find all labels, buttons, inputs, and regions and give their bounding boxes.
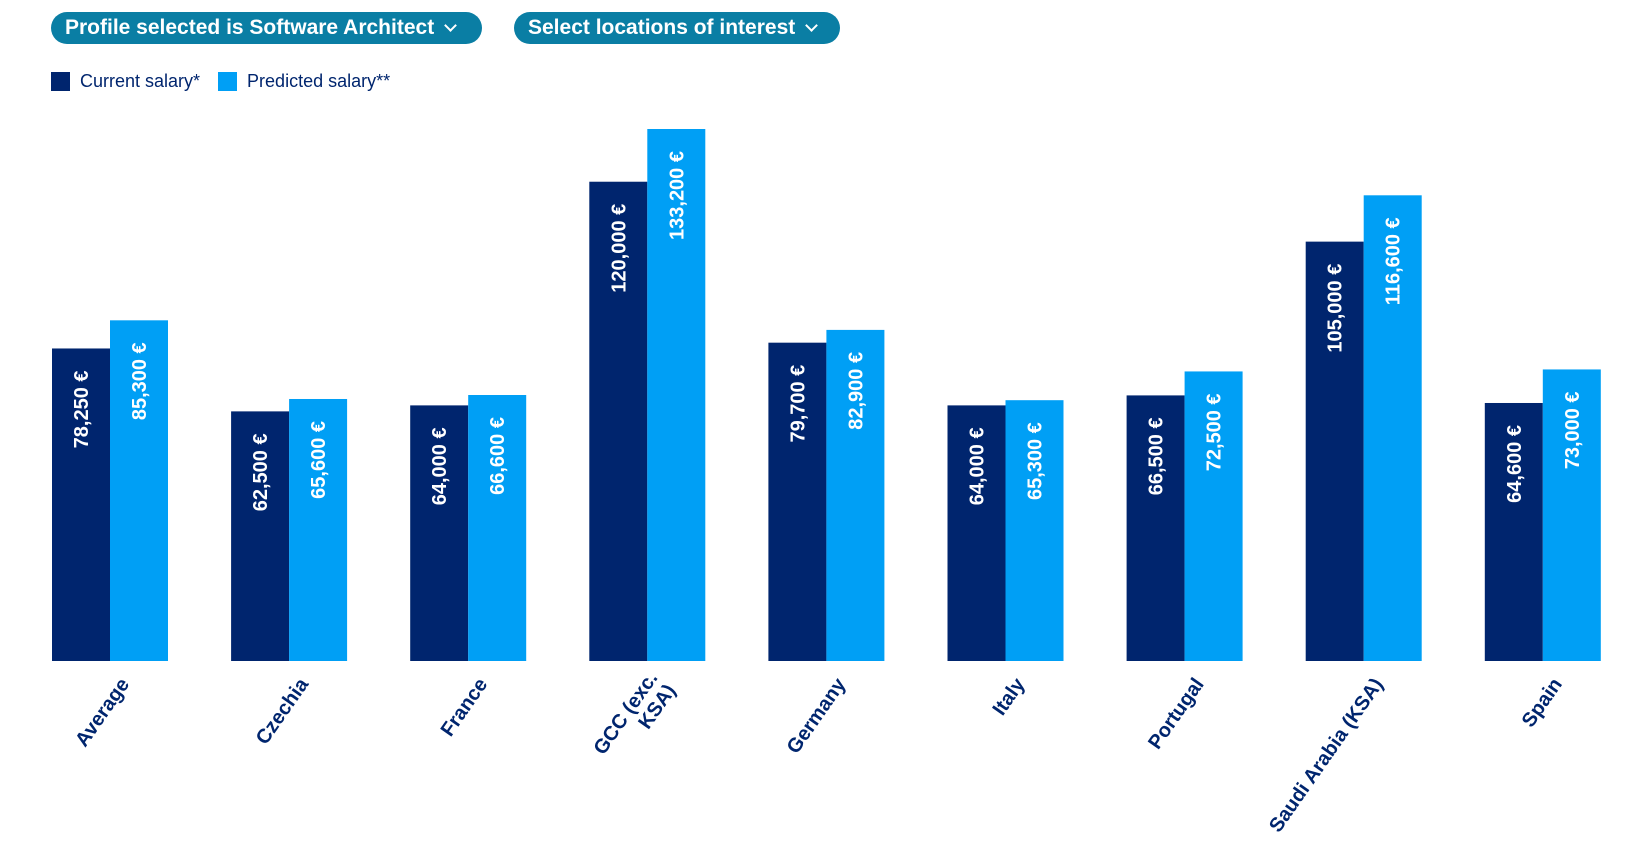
bar-group: 64,000 € 65,300 € — [947, 400, 1064, 661]
locations-filter-button[interactable]: Select locations of interest — [514, 12, 840, 44]
category-label: GCC (exc.KSA) — [590, 668, 681, 772]
bar-value-label: 65,600 € — [308, 421, 330, 499]
bar-predicted-salary[interactable] — [1184, 371, 1243, 661]
bar-predicted-salary[interactable] — [647, 129, 706, 661]
legend-swatch-current — [51, 72, 70, 91]
bar-group: 79,700 € 82,900 € — [768, 329, 885, 661]
bar-value-label: 120,000 € — [608, 204, 630, 293]
bar-group: 64,600 € 73,000 € — [1484, 369, 1601, 661]
bar-predicted-salary[interactable] — [289, 398, 348, 661]
category-label: Average — [71, 674, 134, 751]
bar-current-salary[interactable] — [1126, 395, 1185, 661]
profile-filter-label: Profile selected is Software Architect — [65, 16, 435, 39]
category-label: Spain — [1518, 674, 1567, 731]
legend-item-current: Current salary* — [51, 71, 200, 92]
bar-predicted-salary[interactable] — [468, 395, 527, 661]
bar-current-salary[interactable] — [231, 411, 290, 661]
bar-group: 120,000 € 133,200 € — [589, 129, 706, 662]
bar-value-label: 72,500 € — [1204, 393, 1226, 471]
bar-group: 64,000 € 66,600 € — [410, 395, 527, 661]
locations-filter-label: Select locations of interest — [528, 16, 796, 39]
bar-value-label: 73,000 € — [1562, 391, 1584, 469]
category-label: Italy — [989, 674, 1030, 720]
category-label: Saudi Arabia (KSA) — [1265, 674, 1388, 836]
bar-predicted-salary[interactable] — [110, 320, 168, 661]
category-label: Portugal — [1144, 674, 1209, 753]
bar-predicted-salary[interactable] — [826, 329, 885, 661]
bar-current-salary[interactable] — [589, 181, 648, 662]
bar-predicted-salary[interactable] — [1005, 400, 1064, 661]
legend-label-current: Current salary* — [80, 71, 201, 91]
bar-group: 62,500 € 65,600 € — [231, 398, 348, 661]
category-label: Germany — [783, 674, 851, 758]
bar-value-label: 105,000 € — [1325, 264, 1347, 353]
bar-value-label: 65,300 € — [1025, 422, 1047, 500]
bar-current-salary[interactable] — [410, 405, 469, 661]
legend-item-predicted: Predicted salary** — [218, 71, 390, 92]
bar-group: 66,500 € 72,500 € — [1126, 371, 1243, 661]
bar-value-label: 66,600 € — [487, 417, 509, 495]
bar-value-label: 62,500 € — [250, 433, 272, 511]
bar-current-salary[interactable] — [1484, 402, 1543, 661]
bar-value-label: 66,500 € — [1146, 417, 1168, 495]
bar-current-salary[interactable] — [1305, 241, 1364, 662]
category-label: Czechia — [252, 674, 314, 749]
bar-value-label: 79,700 € — [787, 365, 809, 443]
bar-value-label: 64,600 € — [1504, 425, 1526, 503]
chart-legend: Current salary* Predicted salary** — [51, 71, 408, 92]
bar-group: 78,250 € 85,300 € — [52, 320, 168, 661]
bar-value-label: 78,250 € — [71, 370, 93, 448]
bar-value-label: 82,900 € — [845, 352, 867, 430]
bar-current-salary[interactable] — [768, 342, 827, 661]
profile-filter-button[interactable]: Profile selected is Software Architect — [51, 12, 482, 44]
bar-current-salary[interactable] — [947, 405, 1006, 661]
bar-predicted-salary[interactable] — [1363, 195, 1422, 661]
bar-value-label: 133,200 € — [666, 151, 688, 240]
bar-value-label: 64,000 € — [429, 427, 451, 505]
bar-value-label: 64,000 € — [967, 427, 989, 505]
bar-predicted-salary[interactable] — [1542, 369, 1601, 661]
category-label: France — [437, 674, 493, 740]
legend-label-predicted: Predicted salary** — [247, 71, 391, 91]
bar-value-label: 116,600 € — [1383, 217, 1405, 305]
bar-group: 105,000 € 116,600 € — [1305, 195, 1422, 662]
legend-swatch-predicted — [218, 72, 238, 91]
bar-value-label: 85,300 € — [129, 342, 151, 420]
bar-current-salary[interactable] — [52, 348, 110, 661]
